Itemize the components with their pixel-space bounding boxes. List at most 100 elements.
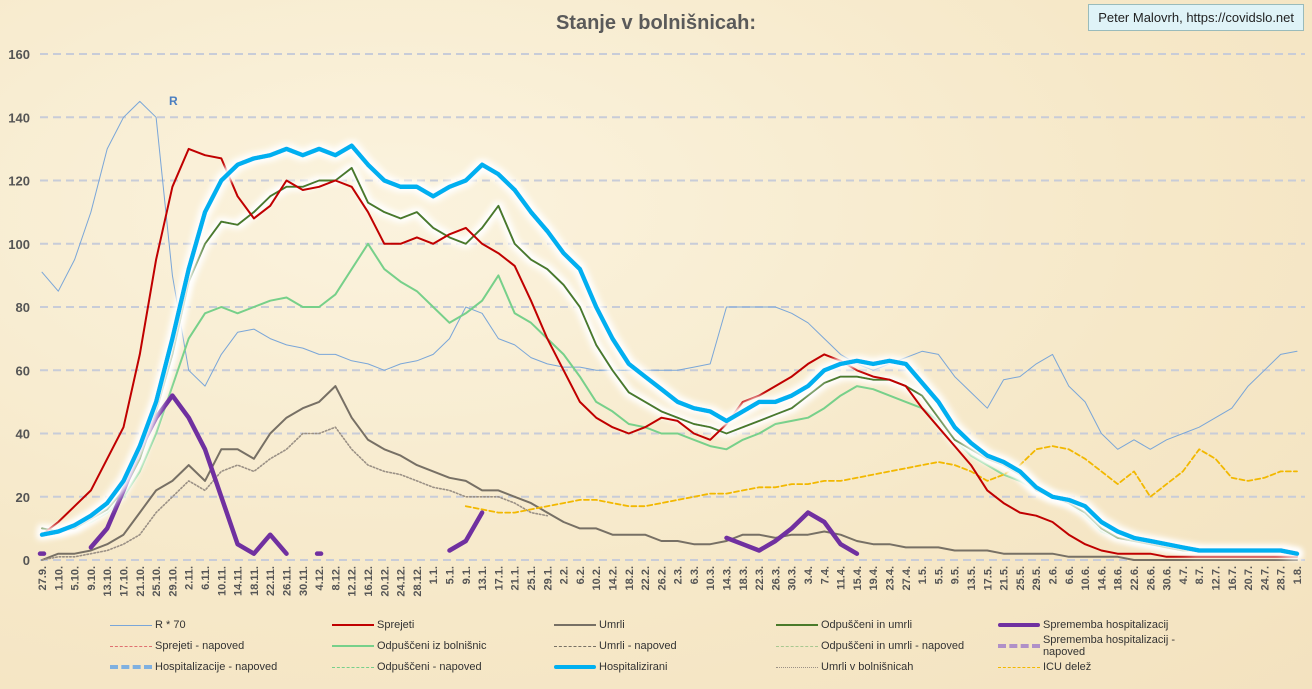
x-tick-label: 1.8. xyxy=(1292,566,1304,584)
legend-label: Sprememba hospitalizacij xyxy=(1043,619,1169,631)
x-tick-label: 16.7. xyxy=(1227,566,1239,590)
legend-item: R * 70 xyxy=(110,618,332,632)
x-tick-label: 25.1. xyxy=(526,566,538,590)
x-tick-label: 4.12. xyxy=(314,566,326,590)
x-tick-label: 26.6. xyxy=(1145,566,1157,590)
x-tick-label: 15.4. xyxy=(852,566,864,590)
x-tick-label: 20.7. xyxy=(1243,566,1255,590)
legend-item: Odpuščeni in umrli xyxy=(776,618,998,632)
x-tick-label: 12.12. xyxy=(347,566,359,597)
x-tick-label: 18.3. xyxy=(738,566,750,590)
x-tick-label: 10.3. xyxy=(705,566,717,590)
x-tick-label: 28.12. xyxy=(412,566,424,597)
series-line-3 xyxy=(41,426,549,561)
series-line-2 xyxy=(41,385,1298,561)
legend-label: Sprejeti xyxy=(377,619,415,631)
x-tick-label: 14.6. xyxy=(1096,566,1108,590)
legend-label: Hospitalizirani xyxy=(599,661,668,673)
x-tick-label: 22.11. xyxy=(265,566,277,596)
legend: R * 70 Sprejeti Umrli Odpuščeni in umrli Spr… xyxy=(110,618,1220,674)
x-tick-label: 5.10. xyxy=(70,566,82,590)
legend-item: Odpuščeni in umrli - napoved xyxy=(776,639,998,653)
x-tick-label: 24.12. xyxy=(396,566,408,597)
legend-item: Hospitalizirani xyxy=(554,660,776,674)
legend-item: Sprememba hospitalizacij - napoved xyxy=(998,634,1220,658)
legend-label: Odpuščeni iz bolnišnic xyxy=(377,640,487,652)
x-tick-label: 14.3. xyxy=(722,566,734,590)
x-tick-label: 5.5. xyxy=(933,566,945,584)
y-tick-label: 40 xyxy=(16,427,30,442)
legend-label: Sprememba hospitalizacij - napoved xyxy=(1042,634,1175,658)
x-tick-label: 21.10. xyxy=(135,566,147,597)
x-tick-label: 6.6. xyxy=(1064,566,1076,584)
x-tick-label: 10.2. xyxy=(591,566,603,590)
legend-swatch xyxy=(998,666,1040,668)
series-line-8 xyxy=(39,143,1300,556)
legend-swatch xyxy=(998,623,1040,627)
legend-item: Sprememba hospitalizacij xyxy=(998,618,1220,632)
x-tick-label: 18.6. xyxy=(1113,566,1125,590)
x-tick-label: 14.11. xyxy=(233,566,245,596)
legend-swatch xyxy=(332,666,374,668)
x-tick-label: 29.1. xyxy=(542,566,554,590)
legend-swatch xyxy=(554,624,596,626)
legend-item: Umrli v bolnišnicah xyxy=(776,660,998,674)
x-tick-label: 10.6. xyxy=(1080,566,1092,590)
x-tick-label: 13.5. xyxy=(966,566,978,590)
credit-box: Peter Malovrh, https://covidslo.net xyxy=(1088,4,1304,31)
x-tick-label: 22.6. xyxy=(1129,566,1141,590)
legend-swatch xyxy=(776,624,818,626)
x-tick-label: 28.7. xyxy=(1276,566,1288,590)
x-tick-label: 4.7. xyxy=(1178,566,1190,584)
y-tick-label: 0 xyxy=(23,553,30,568)
legend-swatch xyxy=(110,624,152,626)
x-tick-label: 30.11. xyxy=(298,566,310,596)
x-tick-label: 30.3. xyxy=(787,566,799,590)
legend-swatch xyxy=(332,624,374,626)
y-tick-label: 60 xyxy=(16,363,30,378)
x-tick-label: 19.4. xyxy=(868,566,880,590)
x-tick-label: 9.10. xyxy=(86,566,98,590)
series-line-1 xyxy=(41,242,1298,555)
legend-label: Odpuščeni in umrli - napoved xyxy=(821,640,965,652)
legend-item: Umrli - napoved xyxy=(554,639,776,653)
legend-swatch xyxy=(554,645,596,647)
y-tick-label: 160 xyxy=(8,47,30,62)
x-tick-label: 1.10. xyxy=(53,566,65,590)
legend-label: Hospitalizacije - napoved xyxy=(155,661,278,673)
x-tick-label: 26.2. xyxy=(656,566,668,590)
legend-label: Umrli v bolnišnicah xyxy=(821,661,914,673)
legend-label: ICU delež xyxy=(1043,661,1092,673)
x-tick-label: 12.7. xyxy=(1211,566,1223,590)
legend-item: Hospitalizacije - napoved xyxy=(110,660,332,674)
x-tick-label: 13.1. xyxy=(477,566,489,590)
legend-item: Umrli xyxy=(554,618,776,632)
series-line-0 xyxy=(41,100,1298,450)
legend-swatch xyxy=(776,645,818,647)
x-tick-label: 9.5. xyxy=(950,566,962,584)
x-tick-label: 2.2. xyxy=(559,566,571,584)
x-tick-label: 25.10. xyxy=(151,566,163,597)
x-tick-label: 13.10. xyxy=(102,566,114,597)
x-tick-label: 26.3. xyxy=(770,566,782,590)
legend-label: Sprejeti - napoved xyxy=(155,640,245,652)
x-tick-label: 8.7. xyxy=(1194,566,1206,584)
x-tick-label: 22.2. xyxy=(640,566,652,590)
legend-swatch xyxy=(332,645,374,647)
legend-swatch xyxy=(110,665,152,669)
x-tick-label: 8.12. xyxy=(330,566,342,590)
series-line-4 xyxy=(464,445,1298,514)
legend-swatch xyxy=(776,666,818,668)
x-tick-label: 6.11. xyxy=(200,566,212,590)
x-tick-label: 30.6. xyxy=(1162,566,1174,590)
legend-item: Odpuščeni iz bolnišnic xyxy=(332,639,554,653)
x-tick-label: 21.5. xyxy=(999,566,1011,590)
x-tick-label: 18.2. xyxy=(624,566,636,590)
x-tick-label: 3.4. xyxy=(803,566,815,584)
x-tick-label: 20.12. xyxy=(379,566,391,597)
x-tick-label: 14.2. xyxy=(607,566,619,590)
legend-label: Umrli - napoved xyxy=(599,640,677,652)
x-tick-label: 16.12. xyxy=(363,566,375,597)
